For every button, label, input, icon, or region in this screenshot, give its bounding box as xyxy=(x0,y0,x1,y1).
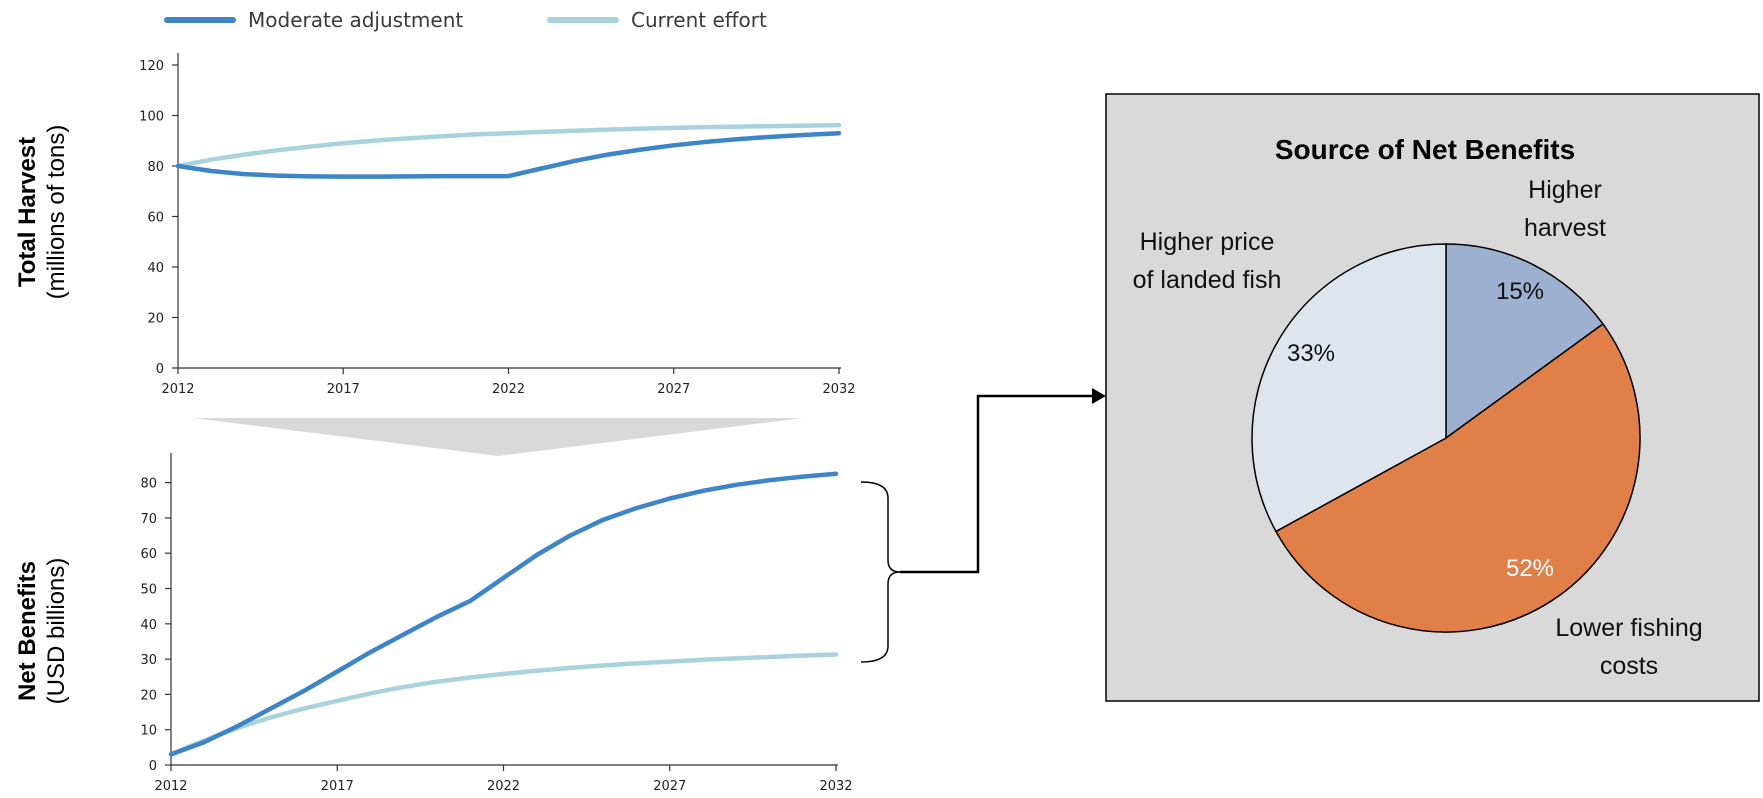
harvest-chart: 0 20 40 60 80 100 120 2012 2017 2022 2027 2032 xyxy=(139,53,856,397)
y-tick-label: 30 xyxy=(140,653,157,668)
x-tick-label: 2022 xyxy=(492,382,525,397)
y-tick-label: 0 xyxy=(149,759,157,774)
y-tick-label: 0 xyxy=(156,362,164,377)
x-tick-label: 2012 xyxy=(154,779,187,794)
connector-arrow-head xyxy=(1092,388,1106,404)
pie-slice-label: Lower fishing xyxy=(1555,614,1702,642)
pie-slice-label: Higher price xyxy=(1140,228,1275,256)
pie-slice-label: Higher xyxy=(1528,176,1602,204)
y-tick-label: 40 xyxy=(140,618,157,633)
pie-chart: 15% Higher harvest 52% Lower fishing costs 33%… xyxy=(1133,176,1703,680)
pie-slice-percent: 15% xyxy=(1496,278,1544,305)
y-tick-label: 20 xyxy=(140,688,157,703)
net-benefits-chart: 0 10 20 30 40 50 60 70 80 2012 2017 2022 2027 2032 xyxy=(140,453,853,794)
y-tick-label: 60 xyxy=(147,211,164,226)
x-tick-label: 2022 xyxy=(487,779,520,794)
y-tick-label: 20 xyxy=(147,312,164,327)
pie-slice-percent: 33% xyxy=(1287,340,1335,367)
x-tick-label: 2032 xyxy=(822,382,855,397)
connector-arrow-line xyxy=(900,394,1092,574)
net-benefits-ylabel: Net Benefits xyxy=(14,561,41,701)
pie-slice-label: costs xyxy=(1600,652,1658,680)
y-tick-label: 70 xyxy=(140,512,157,527)
y-tick-label: 100 xyxy=(139,110,164,125)
x-tick-label: 2027 xyxy=(657,382,690,397)
pie-slice-percent: 52% xyxy=(1506,555,1554,582)
series-line-moderate-adjustment xyxy=(168,471,839,757)
net-benefits-ylabel-units: (USD billions) xyxy=(43,558,70,705)
y-tick-label: 80 xyxy=(147,160,164,175)
x-tick-label: 2032 xyxy=(819,779,852,794)
x-tick-label: 2017 xyxy=(327,382,360,397)
y-tick-label: 50 xyxy=(140,583,157,598)
pie-slice xyxy=(1274,322,1641,633)
connector-funnel xyxy=(193,418,803,456)
y-tick-label: 80 xyxy=(140,477,157,492)
series-line-current-effort xyxy=(175,122,842,169)
x-tick-label: 2017 xyxy=(321,779,354,794)
harvest-ylabel-units: (millions of tons) xyxy=(43,125,70,300)
series-line-current-effort xyxy=(168,652,839,757)
pie-title: Source of Net Benefits xyxy=(1275,134,1575,165)
y-tick-label: 40 xyxy=(147,261,164,276)
y-tick-label: 120 xyxy=(139,59,164,74)
legend-label-moderate: Moderate adjustment xyxy=(248,8,463,32)
legend-label-current: Current effort xyxy=(631,8,767,32)
difference-brace xyxy=(860,481,901,663)
legend: Moderate adjustment Current effort xyxy=(164,8,767,32)
x-tick-label: 2027 xyxy=(653,779,686,794)
y-tick-label: 10 xyxy=(140,724,157,739)
y-tick-label: 60 xyxy=(140,547,157,562)
pie-slice-label: of landed fish xyxy=(1133,266,1282,294)
harvest-ylabel: Total Harvest xyxy=(14,137,41,287)
pie-slice-label: harvest xyxy=(1524,214,1606,242)
series-line-moderate-adjustment xyxy=(175,130,842,179)
x-tick-label: 2012 xyxy=(161,382,194,397)
pie-slice xyxy=(1251,243,1447,533)
pie-slice xyxy=(1445,243,1604,440)
